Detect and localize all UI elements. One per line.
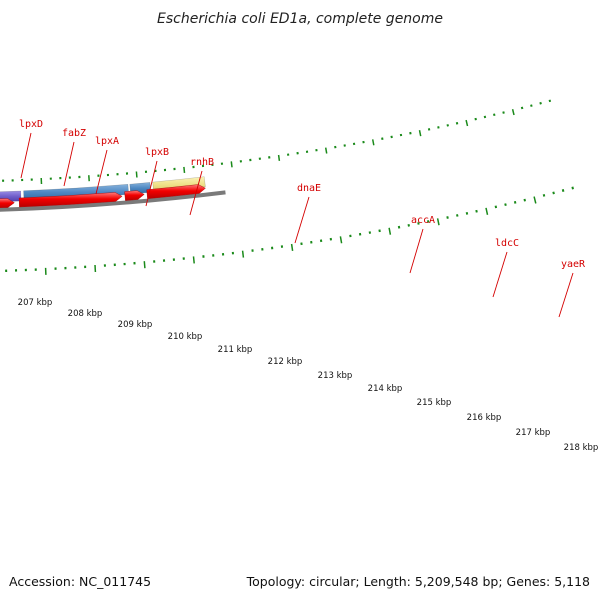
genome-stats-text: Topology: circular; Length: 5,209,548 bp… (246, 574, 590, 589)
top-tick-minor (502, 111, 505, 114)
bottom-tick-minor (561, 189, 565, 192)
leader-line-yaeR (558, 272, 574, 318)
bottom-tick-major (436, 218, 440, 226)
leader-line-accA (409, 228, 424, 274)
bottom-tick-minor (552, 191, 555, 195)
gene-label-lines (20, 132, 574, 318)
bottom-tick-major (192, 256, 195, 264)
cds-arrow-7 (0, 198, 15, 208)
bottom-tick-minor (542, 193, 546, 197)
top-tick-minor (390, 135, 393, 139)
kbp-label-207: 207 kbp (18, 298, 53, 308)
top-tick-major (230, 161, 233, 168)
kbp-label-208: 208 kbp (68, 309, 103, 319)
cds-red-track (0, 184, 206, 208)
top-tick-major (277, 154, 281, 162)
cds-arrow-10 (146, 184, 206, 199)
bottom-tick-minor (475, 209, 478, 213)
bottom-tick-minor (446, 216, 449, 219)
bottom-tick-minor (571, 186, 574, 190)
bottom-tick-major (533, 196, 537, 204)
top-tick-major (511, 109, 515, 116)
leader-line-fabZ (63, 141, 75, 187)
bottom-tick-minor (523, 198, 526, 202)
top-tick-row (2, 99, 552, 185)
leader-line-rnhB (189, 170, 203, 216)
bottom-tick-minor (513, 200, 517, 204)
gene-label-dnaE: dnaE (297, 183, 321, 194)
gene-label-rnhB: rnhB (190, 157, 214, 168)
top-tick-minor (520, 106, 524, 110)
top-tick-minor (539, 101, 542, 105)
bottom-tick-major (143, 261, 146, 269)
gene-label-lpxA: lpxA (95, 136, 119, 147)
top-tick-minor (483, 115, 487, 119)
gene-labels: lpxD fabZ lpxA lpxB rnhB dnaE accA ldcC … (19, 119, 586, 270)
kbp-label-211: 211 kbp (218, 345, 253, 355)
bottom-tick-minor (456, 214, 459, 217)
kbp-label-213: 213 kbp (318, 371, 353, 381)
bottom-tick-minor (407, 223, 410, 227)
bottom-tick-major (485, 207, 489, 215)
bottom-tick-minor (465, 211, 469, 215)
top-tick-minor (530, 104, 533, 107)
kbp-scale-labels: 207 kbp 208 kbp 209 kbp 210 kbp 211 kbp … (18, 298, 599, 453)
accession-text: Accession: NC_011745 (9, 574, 151, 589)
cds-arrow-8 (18, 192, 123, 208)
top-tick-minor (548, 99, 552, 103)
bottom-tick-minor (494, 205, 498, 209)
bottom-tick-minor (417, 222, 420, 225)
gene-label-fabZ: fabZ (62, 128, 86, 139)
top-tick-minor (493, 113, 496, 117)
top-tick-major (183, 166, 186, 173)
kbp-label-210: 210 kbp (168, 332, 203, 342)
kbp-label-216: 216 kbp (467, 413, 502, 423)
bottom-tick-minor (397, 225, 401, 229)
top-tick-minor (455, 121, 459, 125)
top-tick-major (418, 130, 422, 137)
leader-line-dnaE (294, 196, 310, 244)
gene-label-lpxB: lpxB (145, 147, 169, 158)
kbp-label-217: 217 kbp (516, 428, 551, 438)
top-tick-major (465, 119, 469, 127)
bottom-tick-major (339, 236, 343, 244)
kbp-label-214: 214 kbp (368, 384, 403, 394)
bottom-tick-minor (426, 220, 430, 223)
top-tick-minor (446, 124, 449, 127)
leader-line-lpxA (95, 149, 108, 195)
bottom-tick-major (388, 227, 392, 235)
top-tick-major (371, 139, 375, 146)
top-tick-major (135, 171, 138, 178)
leader-line-lpxB (145, 160, 158, 207)
gene-label-ldcC: ldcC (495, 238, 519, 249)
kbp-label-209: 209 kbp (118, 320, 153, 330)
gene-label-accA: accA (411, 215, 435, 226)
bottom-tick-minor (368, 231, 372, 234)
leader-line-ldcC (492, 251, 508, 298)
map-title: Escherichia coli ED1a, complete genome (157, 11, 443, 27)
bottom-tick-minor (504, 203, 507, 207)
bottom-tick-major (241, 250, 245, 258)
kbp-label-215: 215 kbp (417, 398, 452, 408)
cds-arrow-9 (124, 190, 145, 201)
top-tick-major (324, 147, 328, 154)
gene-label-yaeR: yaeR (561, 259, 586, 270)
kbp-label-212: 212 kbp (268, 357, 303, 367)
gene-label-lpxD: lpxD (19, 119, 43, 130)
leader-line-lpxD (20, 132, 32, 179)
bottom-tick-major (290, 243, 294, 252)
kbp-label-218: 218 kbp (564, 443, 599, 453)
bottom-tick-row (5, 186, 574, 275)
